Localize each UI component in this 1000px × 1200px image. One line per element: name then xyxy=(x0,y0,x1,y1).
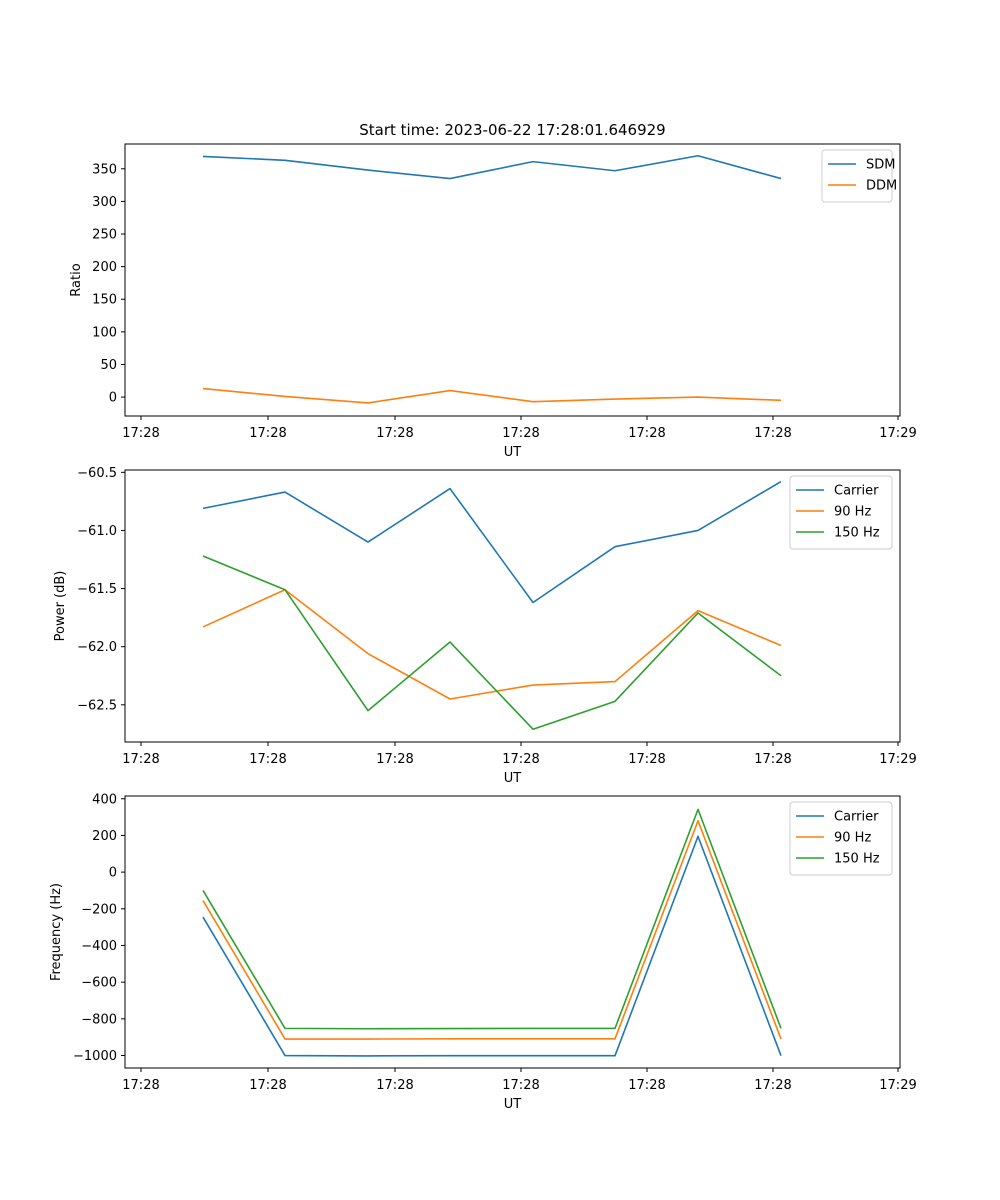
series-line-sdm xyxy=(202,154,782,180)
axes-frame xyxy=(124,795,901,1069)
y-tick-label: 0 xyxy=(109,391,117,406)
x-tick-label: 17:28 xyxy=(628,426,665,441)
y-tick-label: −400 xyxy=(81,939,117,954)
legend: Carrier 90 Hz 150 Hz xyxy=(789,801,893,876)
y-axis-label: Power (dB) xyxy=(53,571,68,642)
y-tick-label: 100 xyxy=(92,325,117,340)
y-axis-label: Ratio xyxy=(69,263,84,296)
legend-label: Carrier xyxy=(834,810,879,825)
legend-label: SDM xyxy=(866,158,895,173)
legend: SDM DDM xyxy=(821,149,897,203)
y-tick-label: −62.5 xyxy=(77,698,117,713)
y-tick-label: 300 xyxy=(92,195,117,210)
series-line-carrier xyxy=(202,835,782,1057)
y-tick-label: −600 xyxy=(81,976,117,991)
series-line-ddm xyxy=(202,387,782,404)
x-tick-label: 17:28 xyxy=(502,426,539,441)
legend-label: DDM xyxy=(866,179,897,194)
y-tick-label: −60.5 xyxy=(77,466,117,481)
legend-label: 150 Hz xyxy=(834,852,880,867)
x-axis-label: UT xyxy=(504,771,522,786)
legend-label: 150 Hz xyxy=(834,526,880,541)
x-tick-label: 17:28 xyxy=(122,426,159,441)
legend-box xyxy=(789,475,893,550)
x-tick-label: 17:29 xyxy=(879,752,916,767)
series-line-carrier xyxy=(202,480,782,604)
axes-frame xyxy=(124,469,901,743)
y-tick-label: 0 xyxy=(109,866,117,881)
x-tick-label: 17:28 xyxy=(502,752,539,767)
legend-label: Carrier xyxy=(834,484,879,499)
x-tick-label: 17:28 xyxy=(754,752,791,767)
series-line-90-hz xyxy=(202,819,782,1040)
x-tick-label: 17:28 xyxy=(249,1078,286,1093)
x-tick-label: 17:29 xyxy=(879,1078,916,1093)
x-tick-label: 17:28 xyxy=(376,1078,413,1093)
chart-title: Start time: 2023-06-22 17:28:01.646929 xyxy=(359,121,665,139)
panel-1: 0 50 100 150 200 250 300 350 17:28 17:28 17:28 17:2… xyxy=(69,143,917,460)
x-tick-label: 17:28 xyxy=(122,1078,159,1093)
legend-label: 90 Hz xyxy=(834,831,871,846)
axes-frame xyxy=(124,143,901,417)
series-line-90-hz xyxy=(202,588,782,700)
y-tick-label: −62.0 xyxy=(77,640,117,655)
y-tick-label: 350 xyxy=(92,162,117,177)
y-axis-label: Frequency (Hz) xyxy=(49,883,64,981)
legend-label: 90 Hz xyxy=(834,505,871,520)
panel-2: −62.5 −62.0 −61.5 −61.0 −60.5 17:28 17:28 17:28… xyxy=(53,466,917,786)
panel-3: −1000 −800 −600 −400 −200 0 200 400 17:28 17:28 17… xyxy=(49,792,917,1112)
legend-box xyxy=(821,149,893,203)
legend-box xyxy=(789,801,893,876)
x-tick-label: 17:28 xyxy=(249,752,286,767)
y-tick-label: 150 xyxy=(92,293,117,308)
x-tick-label: 17:29 xyxy=(879,426,916,441)
x-tick-label: 17:28 xyxy=(502,1078,539,1093)
x-tick-label: 17:28 xyxy=(754,426,791,441)
x-tick-label: 17:28 xyxy=(628,752,665,767)
y-tick-label: 50 xyxy=(100,358,117,373)
legend: Carrier 90 Hz 150 Hz xyxy=(789,475,893,550)
x-tick-label: 17:28 xyxy=(376,752,413,767)
x-tick-label: 17:28 xyxy=(122,752,159,767)
y-tick-label: −1000 xyxy=(73,1049,117,1064)
y-tick-label: −200 xyxy=(81,902,117,917)
x-tick-label: 17:28 xyxy=(376,426,413,441)
y-tick-label: 200 xyxy=(92,260,117,275)
x-tick-label: 17:28 xyxy=(249,426,286,441)
x-tick-label: 17:28 xyxy=(754,1078,791,1093)
series-line-150-hz xyxy=(202,808,782,1030)
y-tick-label: −61.0 xyxy=(77,524,117,539)
x-tick-label: 17:28 xyxy=(628,1078,665,1093)
x-axis-label: UT xyxy=(504,1097,522,1112)
y-tick-label: −61.5 xyxy=(77,582,117,597)
y-tick-label: 250 xyxy=(92,228,117,243)
series-line-150-hz xyxy=(202,555,782,731)
y-tick-label: 200 xyxy=(92,829,117,844)
y-tick-label: −800 xyxy=(81,1012,117,1027)
x-axis-label: UT xyxy=(504,445,522,460)
y-tick-label: 400 xyxy=(92,792,117,807)
panels: 0 50 100 150 200 250 300 350 17:28 17:28 17:28 17:2… xyxy=(49,143,917,1112)
